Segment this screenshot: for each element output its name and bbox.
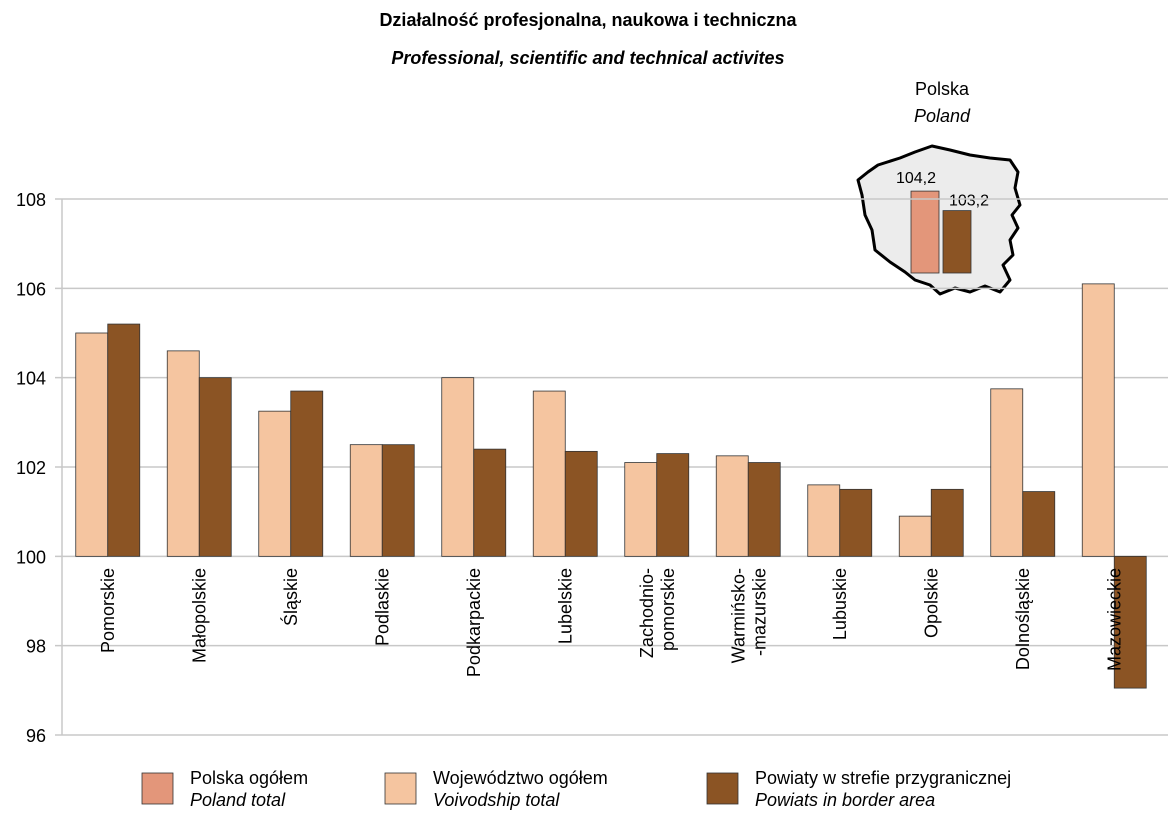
y-tick-label: 104 bbox=[16, 369, 46, 389]
inset-bar bbox=[942, 210, 972, 274]
inset-subtitle: Poland bbox=[914, 106, 971, 126]
chart-subtitle: Professional, scientific and technical a… bbox=[391, 48, 784, 68]
bar bbox=[624, 462, 658, 557]
x-tick-label: Śląskie bbox=[280, 568, 301, 626]
bar bbox=[198, 377, 232, 557]
legend-swatch bbox=[706, 772, 739, 805]
bar bbox=[441, 377, 475, 557]
chart-title: Działalność profesjonalna, naukowa i tec… bbox=[379, 10, 797, 30]
x-tick-label: Lubelskie bbox=[555, 568, 575, 644]
bar bbox=[898, 515, 932, 557]
bar bbox=[381, 444, 415, 557]
bar bbox=[564, 450, 598, 557]
bar bbox=[1022, 491, 1056, 557]
bar bbox=[75, 332, 109, 557]
bar bbox=[473, 448, 507, 557]
legend-label-en: Poland total bbox=[190, 790, 286, 810]
bar bbox=[807, 484, 841, 557]
inset-bar bbox=[910, 190, 940, 274]
x-tick-label: Podlaskie bbox=[372, 568, 392, 646]
y-tick-label: 108 bbox=[16, 190, 46, 210]
bar bbox=[107, 323, 141, 557]
bar bbox=[839, 488, 873, 557]
x-tick-label: Warmińsko--mazurskie bbox=[728, 568, 769, 663]
inset-value-label: 103,2 bbox=[949, 193, 989, 210]
bar bbox=[990, 388, 1024, 557]
legend-label-en: Powiats in border area bbox=[755, 790, 935, 810]
bar bbox=[747, 462, 781, 557]
bar bbox=[258, 410, 292, 557]
legend-label: Powiaty w strefie przygranicznej bbox=[755, 768, 1011, 788]
x-tick-label: Podkarpackie bbox=[464, 568, 484, 677]
legend-label: Polska ogółem bbox=[190, 768, 308, 788]
bar bbox=[1081, 283, 1115, 557]
legend-swatch bbox=[141, 772, 174, 805]
inset-value-label: 104,2 bbox=[896, 170, 936, 187]
y-tick-label: 102 bbox=[16, 458, 46, 478]
x-tick-label: Pomorskie bbox=[98, 568, 118, 653]
x-tick-label: Zachodnio-pomorskie bbox=[637, 568, 678, 658]
bar bbox=[656, 453, 690, 557]
x-tick-label: Lubuskie bbox=[830, 568, 850, 640]
legend-swatch bbox=[384, 772, 417, 805]
bar bbox=[715, 455, 749, 557]
bar bbox=[166, 350, 200, 557]
bar bbox=[1113, 555, 1147, 689]
x-tick-label: Małopolskie bbox=[189, 568, 209, 663]
y-tick-label: 98 bbox=[26, 637, 46, 657]
bar bbox=[290, 390, 324, 557]
legend-label: Województwo ogółem bbox=[433, 768, 608, 788]
bar bbox=[532, 390, 566, 557]
x-tick-label: Dolnośląskie bbox=[1013, 568, 1033, 670]
y-tick-label: 96 bbox=[26, 726, 46, 746]
x-tick-label: Mazowieckie bbox=[1104, 568, 1124, 671]
x-tick-label: Opolskie bbox=[921, 568, 941, 638]
bar bbox=[349, 444, 383, 557]
inset: Polska Poland 104,2 103,2 bbox=[856, 79, 1022, 296]
legend-label-en: Voivodship total bbox=[433, 790, 560, 810]
inset-title: Polska bbox=[915, 79, 970, 99]
y-tick-label: 106 bbox=[16, 279, 46, 299]
bar bbox=[930, 488, 964, 557]
y-tick-label: 100 bbox=[16, 547, 46, 567]
